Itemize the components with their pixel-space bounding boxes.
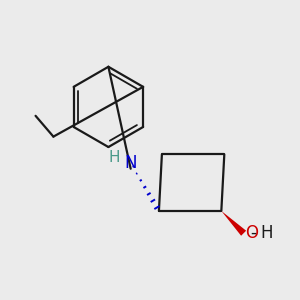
Text: H: H xyxy=(261,224,273,242)
Text: -: - xyxy=(250,224,256,242)
Text: O: O xyxy=(245,224,258,242)
Text: N: N xyxy=(124,154,137,172)
Polygon shape xyxy=(221,211,246,236)
Text: H: H xyxy=(109,150,120,165)
